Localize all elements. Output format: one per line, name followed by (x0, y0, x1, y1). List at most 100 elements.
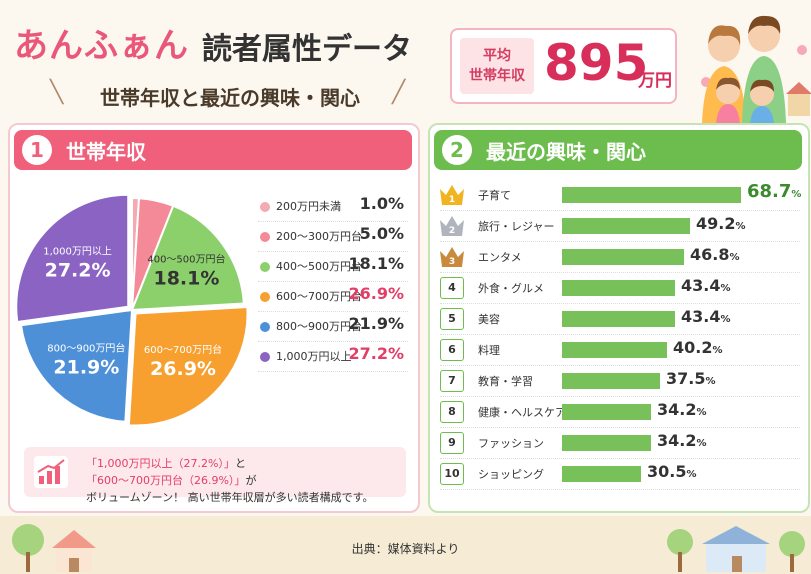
legend-value: 1.0% (359, 194, 404, 213)
pie-slice (19, 308, 134, 423)
interest-bar (562, 311, 675, 327)
interest-value: 43.4% (681, 276, 731, 295)
interest-value-number: 43.4 (681, 307, 721, 326)
interest-value: 49.2% (696, 214, 746, 233)
section-number: 2 (442, 135, 472, 165)
interest-row: 2 旅行・レジャー 49.2% (440, 211, 800, 242)
slice-value: 26.9% (150, 358, 216, 380)
legend-label: 200～300万円台 (276, 230, 362, 243)
interest-value-unit: % (720, 283, 731, 294)
interest-value-number: 40.2 (673, 338, 713, 357)
slice-value: 21.9% (53, 356, 119, 378)
slice-label: 800～900万円台 (47, 341, 125, 354)
crown-rank-icon: 1 (440, 185, 464, 205)
interest-row: 9 ファッション 34.2% (440, 428, 800, 459)
house-tree-left-illustration (12, 524, 96, 572)
average-income-box: 平均 世帯年収 895 万円 (450, 28, 677, 104)
interest-label: 旅行・レジャー (478, 220, 555, 233)
interest-label: 教育・学習 (478, 375, 533, 388)
growth-chart-icon (34, 456, 68, 488)
interest-value-unit: % (720, 314, 731, 325)
rank-number: 3 (449, 257, 455, 267)
legend-swatch (260, 232, 270, 242)
interest-bar (562, 373, 660, 389)
slash-left-icon: ╲ (50, 80, 64, 105)
interest-value-unit: % (705, 376, 716, 387)
interest-value: 37.5% (666, 369, 716, 388)
section-title: 世帯年収 (66, 140, 146, 164)
interest-value-unit: % (696, 438, 707, 449)
rank-badge: 7 (440, 370, 464, 392)
interest-value-unit: % (729, 252, 740, 263)
legend-label: 600～700万円台 (276, 290, 362, 303)
interest-row: 4 外食・グルメ 43.4% (440, 273, 800, 304)
interest-value: 34.2% (657, 400, 707, 419)
note-line-2: ボリュームゾーン！ 高い世帯年収層が多い読者構成です。 (86, 491, 374, 504)
rank-number: 2 (449, 226, 455, 236)
interest-bar (562, 218, 690, 234)
slice-label: 1,000万円以上 (43, 246, 112, 258)
interest-value-unit: % (686, 469, 697, 480)
brand-logo: あんふぁん (14, 26, 189, 66)
interest-label: ファッション (478, 437, 544, 450)
note-text: 「1,000万円以上（27.2%）」と「600～700万円台（26.9%）」が … (86, 455, 402, 506)
interest-row: 5 美容 43.4% (440, 304, 800, 335)
legend-item: 800～900万円台 21.9% (258, 311, 408, 342)
house-tree-right-illustration (667, 526, 805, 572)
rank-number: 1 (449, 195, 455, 205)
interest-value-number: 37.5 (666, 369, 706, 388)
interest-label: ショッピング (478, 468, 544, 481)
legend-swatch (260, 292, 270, 302)
interest-label: 健康・ヘルスケア (478, 406, 566, 419)
interest-value: 40.2% (673, 338, 723, 357)
legend-value: 26.9% (348, 284, 404, 303)
legend-item: 200万円未満 1.0% (258, 191, 408, 222)
interest-row: 10 ショッピング 30.5% (440, 459, 800, 490)
interest-value-unit: % (712, 345, 723, 356)
pie-slice (15, 193, 130, 324)
interest-value: 68.7% (747, 181, 801, 202)
interest-value-number: 68.7 (747, 181, 792, 202)
rank-badge: 5 (440, 308, 464, 330)
pie-slice (127, 305, 249, 427)
interest-label: 子育て (478, 189, 511, 202)
interest-bar (562, 187, 741, 203)
legend-item: 200～300万円台 5.0% (258, 221, 408, 252)
note-highlight-2: 「600～700万円台（26.9%）」 (86, 474, 246, 487)
slash-right-icon: ╱ (392, 80, 406, 105)
legend-swatch (260, 322, 270, 332)
interest-label: 美容 (478, 313, 500, 326)
crown-rank-icon: 3 (440, 247, 464, 267)
page-subtitle: 世帯年収と最近の興味・関心 (100, 86, 360, 110)
interest-value-number: 30.5 (647, 462, 687, 481)
interest-value: 46.8% (690, 245, 740, 264)
legend-value: 5.0% (359, 224, 404, 243)
average-income-label: 平均 世帯年収 (460, 38, 534, 94)
interest-row: 6 料理 40.2% (440, 335, 800, 366)
interest-value-number: 49.2 (696, 214, 736, 233)
slice-value: 18.1% (153, 268, 219, 290)
slice-value: 27.2% (45, 260, 111, 282)
legend-item: 600～700万円台 26.9% (258, 281, 408, 312)
legend-swatch (260, 202, 270, 212)
legend-item: 1,000万円以上 27.2% (258, 341, 408, 372)
average-income-label-line1: 平均 (483, 48, 511, 64)
interest-value-number: 43.4 (681, 276, 721, 295)
source-note: 出典：媒体資料より (351, 542, 460, 556)
legend-swatch (260, 352, 270, 362)
interest-bar (562, 466, 641, 482)
interest-label: 料理 (478, 344, 500, 357)
rank-badge: 9 (440, 432, 464, 454)
legend-swatch (260, 262, 270, 272)
interest-value-unit: % (791, 189, 802, 200)
legend-value: 18.1% (348, 254, 404, 273)
rank-badge: 8 (440, 401, 464, 423)
legend-label: 200万円未満 (276, 200, 341, 213)
legend-label: 400～500万円台 (276, 260, 362, 273)
interest-bar (562, 249, 684, 265)
average-income-value: 895 (544, 34, 649, 92)
legend-label: 800～900万円台 (276, 320, 362, 333)
interest-row: 7 教育・学習 37.5% (440, 366, 800, 397)
pie-slice (130, 204, 245, 312)
average-income-unit: 万円 (638, 71, 672, 91)
